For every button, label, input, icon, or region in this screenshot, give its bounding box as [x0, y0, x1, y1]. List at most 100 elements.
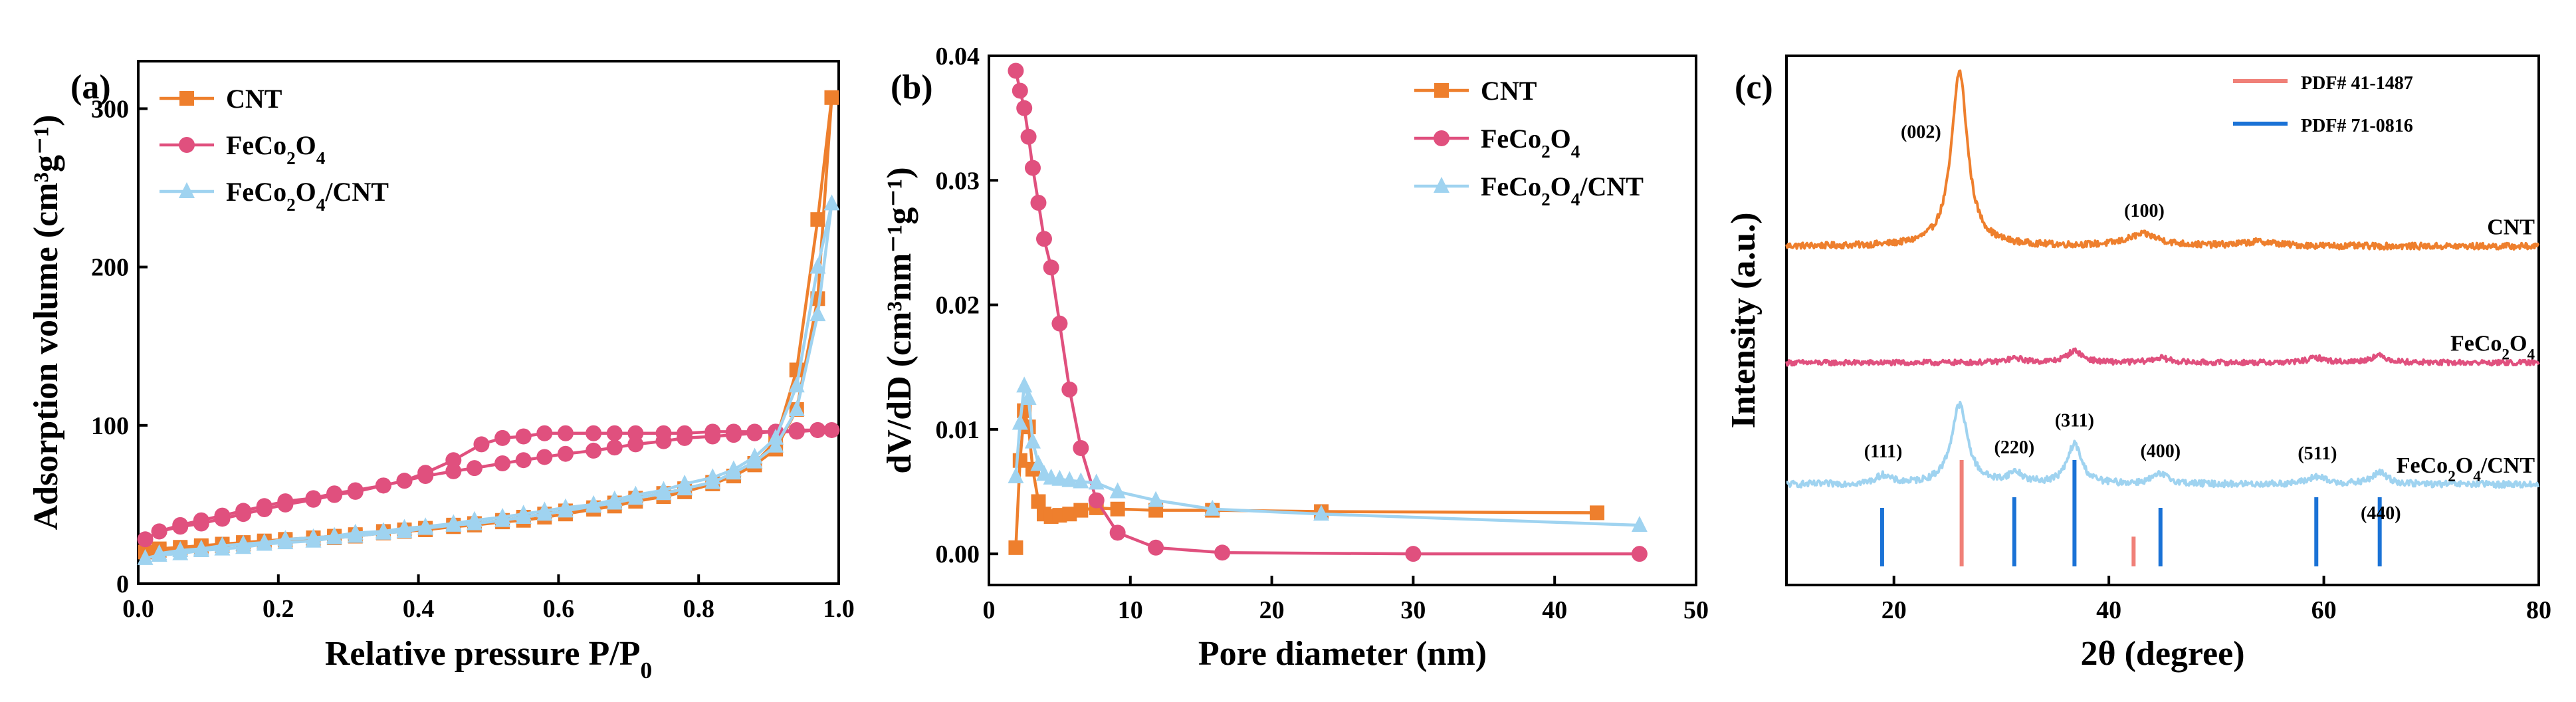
data-point	[214, 536, 231, 552]
data-point	[494, 429, 511, 446]
series-cnt	[138, 90, 839, 560]
data-point	[326, 487, 343, 503]
data-point	[1020, 389, 1037, 406]
data-point	[1073, 439, 1089, 456]
series-comp	[1008, 376, 1648, 532]
pattern-label-part: 2	[2448, 468, 2456, 485]
data-point	[627, 436, 644, 453]
legend-label: FeCo2O4/CNT	[226, 177, 389, 215]
data-point	[214, 511, 231, 527]
pattern-label-part: FeCo	[2450, 332, 2502, 356]
data-point	[677, 425, 693, 441]
data-point	[809, 305, 826, 322]
data-point	[1030, 455, 1047, 471]
pattern-label-part: /CNT	[2480, 453, 2535, 478]
legend-label-part: 2	[286, 148, 296, 168]
data-point	[1016, 376, 1033, 393]
x-axis-label: Relative pressure P/P0	[325, 635, 652, 683]
data-point	[586, 442, 602, 459]
data-point	[375, 477, 391, 494]
data-point	[193, 515, 209, 532]
data-point	[466, 511, 483, 527]
xrd-pattern	[1785, 69, 2540, 251]
data-point	[1008, 62, 1024, 79]
data-point	[768, 428, 784, 445]
xrd-pattern	[1785, 347, 2540, 367]
data-point	[256, 533, 272, 550]
data-point	[725, 460, 742, 477]
data-point	[494, 507, 511, 524]
series-fe	[137, 421, 840, 548]
data-point	[824, 90, 839, 105]
data-point	[1062, 507, 1077, 522]
data-point	[823, 421, 840, 438]
data-point	[1214, 544, 1231, 561]
data-point	[1024, 432, 1041, 449]
legend-label-part: CNT	[1481, 76, 1537, 106]
data-point	[704, 468, 721, 485]
legend-label-part: 4	[1571, 189, 1580, 209]
pattern-label: FeCo2O4/CNT	[2397, 453, 2535, 485]
data-point	[823, 194, 840, 211]
data-point	[536, 501, 553, 518]
x-tick-label: 20	[1881, 596, 1907, 624]
peak-label: (511)	[2298, 443, 2337, 464]
data-point	[788, 421, 805, 438]
panel-label: (c)	[1735, 68, 1773, 106]
data-point	[172, 519, 189, 535]
peak-label: (220)	[1994, 437, 2035, 458]
data-point	[305, 491, 322, 508]
peak-label: (400)	[2140, 441, 2181, 461]
legend-label-part: O	[296, 130, 316, 160]
data-point	[1088, 473, 1105, 490]
legend-label-part: FeCo	[1481, 172, 1541, 201]
legend-label: PDF# 41-1487	[2301, 73, 2413, 94]
data-point	[1024, 160, 1041, 176]
data-point	[1012, 413, 1028, 430]
y-tick-label: 0.00	[936, 540, 980, 568]
data-point	[1051, 469, 1068, 486]
y-tick-label: 0.02	[936, 292, 980, 320]
peak-label: (111)	[1864, 441, 1903, 462]
legend-label-part: CNT	[226, 84, 282, 114]
peak-label: (311)	[2055, 411, 2094, 431]
data-point	[586, 425, 602, 441]
data-point	[1061, 381, 1078, 398]
data-point	[466, 460, 483, 477]
data-point	[655, 425, 672, 441]
pattern-label-part: 4	[2473, 468, 2481, 485]
x-tick-label: 80	[2526, 596, 2551, 624]
data-point	[1073, 472, 1089, 489]
legend-label-part: /CNT	[1579, 172, 1644, 201]
data-point	[277, 496, 294, 513]
legend-label-part: FeCo	[1481, 124, 1541, 154]
legend-label-part: O	[1551, 124, 1571, 154]
data-point	[536, 425, 553, 441]
plot-frame	[137, 60, 840, 585]
data-point	[347, 523, 364, 540]
data-point	[1109, 482, 1126, 499]
pattern-fe	[1785, 347, 2540, 367]
legend-marker	[1434, 83, 1449, 98]
data-point	[417, 465, 434, 481]
data-point	[1313, 505, 1330, 521]
y-tick-label: 0.04	[936, 43, 980, 70]
data-point	[606, 425, 623, 441]
y-tick-label: 200	[91, 254, 129, 282]
data-point	[256, 501, 272, 518]
y-tick-label: 0.03	[936, 167, 980, 195]
x-tick-label: 60	[2311, 596, 2337, 624]
data-point	[1043, 259, 1059, 276]
data-point	[445, 463, 462, 479]
pattern-label-part: CNT	[2487, 215, 2535, 240]
data-point	[277, 530, 294, 546]
data-point	[375, 522, 391, 538]
data-point	[1110, 501, 1125, 517]
peak-label: (100)	[2124, 201, 2165, 221]
legend-label-part: /CNT	[324, 177, 389, 207]
data-point	[788, 376, 805, 393]
y-axis-label: Intensity (a.u.)	[1725, 212, 1763, 428]
data-point	[515, 452, 532, 469]
